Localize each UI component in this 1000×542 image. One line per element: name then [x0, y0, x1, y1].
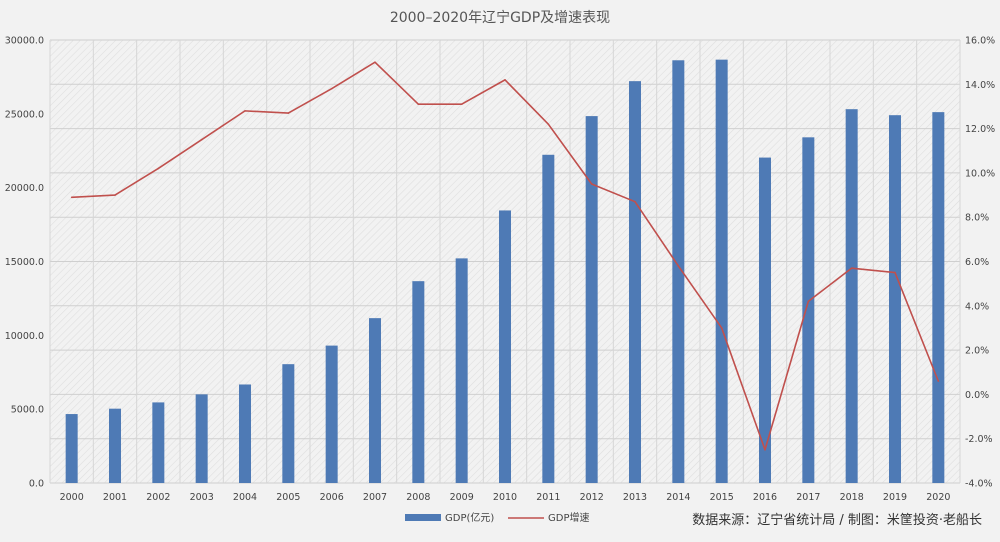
point-growth-2019 [894, 271, 896, 274]
y-left-tick-label: 10000.0 [5, 331, 44, 342]
x-tick-label: 2000 [60, 492, 84, 503]
point-growth-2002 [157, 167, 160, 170]
x-tick-label: 2010 [493, 492, 517, 503]
bar-gdp-2017 [802, 137, 815, 484]
point-growth-2006 [330, 87, 333, 90]
y-right-tick-label: 16.0% [965, 36, 995, 47]
bar-gdp-2005 [282, 364, 295, 483]
x-tick-label: 2019 [883, 492, 907, 503]
bar-gdp-2010 [499, 210, 511, 483]
bar-gdp-2001 [109, 408, 121, 483]
x-tick-label: 2003 [190, 492, 214, 503]
point-growth-2016 [764, 448, 766, 451]
point-growth-2001 [114, 194, 116, 196]
y-right-tick-label: 14.0% [965, 80, 995, 91]
legend-swatch-gdp [405, 514, 441, 521]
point-growth-2014 [677, 265, 680, 267]
bar-gdp-2016 [759, 157, 771, 483]
bar-gdp-2004 [239, 384, 251, 483]
x-tick-label: 2008 [406, 492, 430, 503]
point-growth-2015 [720, 327, 723, 329]
x-tick-label: 2017 [796, 492, 820, 503]
x-tick-label: 2004 [233, 492, 257, 503]
y-left-tick-label: 25000.0 [5, 109, 44, 120]
point-growth-2008 [417, 103, 420, 106]
bar-gdp-2015 [715, 59, 728, 484]
x-tick-label: 2009 [450, 492, 474, 503]
bar-gdp-2007 [369, 318, 381, 483]
x-tick-label: 2012 [580, 492, 604, 503]
bar-gdp-2008 [412, 281, 425, 483]
legend-label-growth: GDP增速 [548, 511, 589, 524]
point-growth-2009 [460, 103, 463, 106]
bar-gdp-2003 [195, 394, 208, 483]
y-right-tick-label: 12.0% [965, 124, 995, 135]
legend: GDP(亿元) GDP增速 [405, 511, 589, 524]
point-growth-2010 [504, 79, 506, 81]
legend-label-gdp: GDP(亿元) [445, 511, 494, 524]
bar-gdp-2011 [542, 154, 555, 483]
point-growth-2011 [547, 123, 550, 125]
y-right-tick-label: 2.0% [965, 346, 989, 357]
x-tick-label: 2014 [666, 492, 690, 503]
x-tick-label: 2020 [926, 492, 950, 503]
x-tick-label: 2013 [623, 492, 647, 503]
x-tick-label: 2015 [710, 492, 734, 503]
bar-gdp-2013 [629, 81, 641, 484]
point-growth-2013 [634, 200, 636, 203]
y-right-tick-label: 10.0% [965, 168, 995, 179]
y-right-tick-label: 4.0% [965, 301, 989, 312]
x-tick-label: 2011 [536, 492, 560, 503]
source-note: 数据来源：辽宁省统计局 / 制图：米筐投资·老船长 [692, 512, 982, 528]
point-growth-2005 [287, 112, 290, 114]
chart-title: 2000–2020年辽宁GDP及增速表现 [390, 9, 610, 26]
bar-gdp-2019 [889, 115, 901, 484]
y-left-tick-label: 0.0 [29, 479, 44, 490]
x-tick-label: 2018 [840, 492, 864, 503]
y-left-tick-label: 20000.0 [5, 183, 44, 194]
point-growth-2000 [70, 196, 73, 199]
x-tick-label: 2006 [320, 492, 344, 503]
bar-gdp-2018 [845, 109, 858, 484]
point-growth-2018 [850, 267, 853, 269]
y-left-tick-label: 15000.0 [5, 257, 44, 268]
bar-gdp-2000 [65, 414, 78, 483]
point-growth-2007 [374, 61, 376, 63]
point-growth-2003 [200, 138, 203, 141]
bar-gdp-2009 [455, 258, 468, 483]
bar-gdp-2014 [672, 60, 685, 484]
x-tick-label: 2016 [753, 492, 777, 503]
y-left-tick-label: 30000.0 [5, 36, 44, 47]
bar-gdp-2012 [585, 116, 598, 484]
x-tick-label: 2005 [276, 492, 300, 503]
y-right-tick-label: -2.0% [965, 434, 993, 445]
x-tick-label: 2007 [363, 492, 387, 503]
bar-gdp-2020 [932, 112, 945, 484]
y-right-tick-label: 0.0% [965, 390, 989, 401]
bar-gdp-2006 [325, 345, 338, 483]
y-right-tick-label: 8.0% [965, 213, 989, 224]
point-growth-2012 [590, 183, 593, 185]
x-tick-label: 2001 [103, 492, 127, 503]
bar-gdp-2002 [152, 402, 165, 483]
y-right-tick-label: -4.0% [965, 479, 993, 490]
y-left-tick-label: 5000.0 [11, 405, 44, 416]
point-growth-2004 [244, 110, 246, 112]
point-growth-2020 [937, 380, 940, 382]
x-tick-label: 2002 [146, 492, 170, 503]
point-growth-2017 [807, 300, 810, 303]
y-right-tick-label: 6.0% [965, 257, 989, 268]
